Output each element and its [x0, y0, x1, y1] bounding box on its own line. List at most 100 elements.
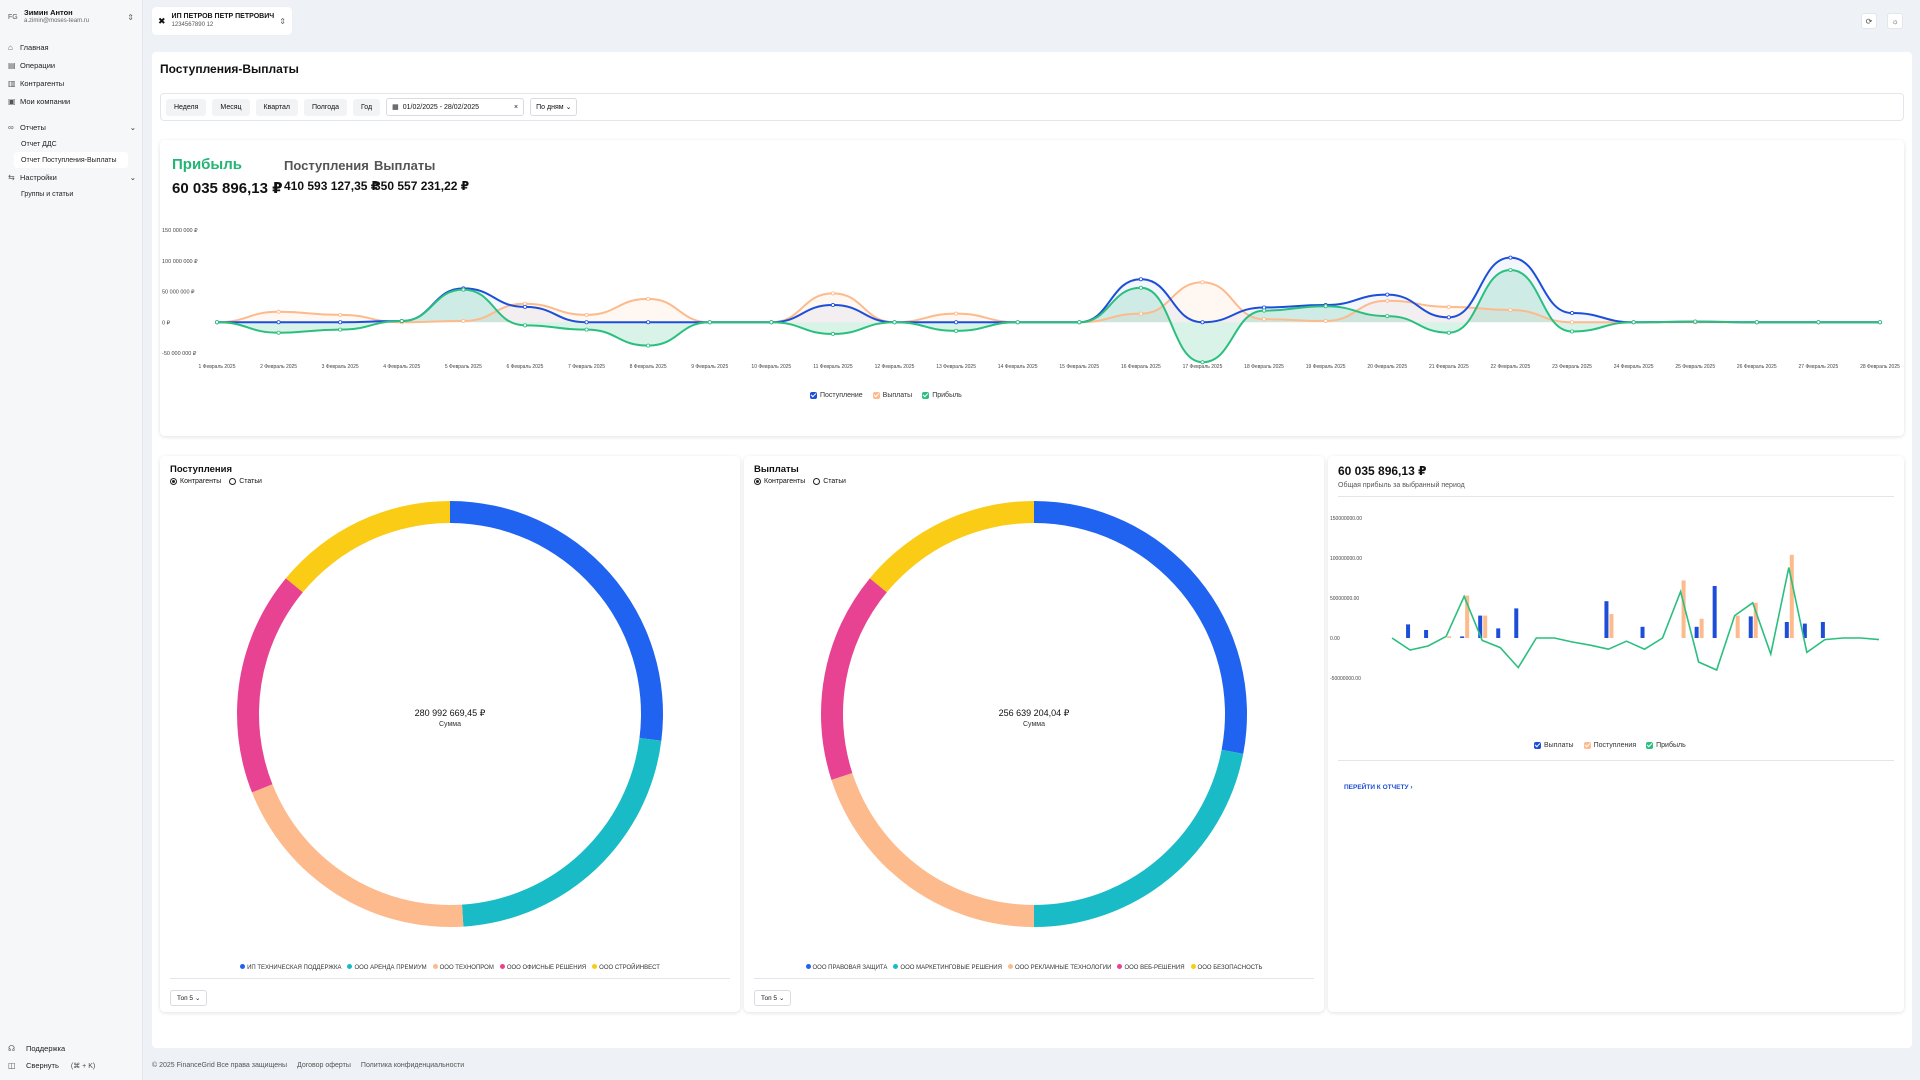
bar[interactable] — [1640, 626, 1645, 638]
donut-slice[interactable] — [1034, 501, 1247, 754]
footer-offer-link[interactable]: Договор оферты — [297, 1062, 351, 1069]
date-range-input[interactable]: ▦ 01/02/2025 - 28/02/2025 × — [386, 98, 525, 116]
data-point[interactable] — [338, 327, 343, 332]
bar[interactable] — [1609, 614, 1614, 638]
donut-slice[interactable] — [237, 578, 303, 793]
period-week-button[interactable]: Неделя — [166, 98, 207, 116]
bar[interactable] — [1478, 615, 1483, 638]
data-point[interactable] — [1446, 304, 1451, 309]
data-point[interactable] — [1878, 320, 1883, 325]
sidebar-subitem-groups[interactable]: Группы и статьи — [21, 190, 74, 198]
donut-slice[interactable] — [461, 737, 662, 927]
legend-item-expense[interactable]: Выплаты — [872, 392, 912, 399]
data-point[interactable] — [1570, 320, 1575, 325]
data-point[interactable] — [830, 291, 835, 296]
bar[interactable] — [1802, 623, 1807, 638]
bar[interactable] — [1712, 586, 1717, 638]
data-point[interactable] — [1754, 320, 1759, 325]
data-point[interactable] — [1508, 267, 1513, 272]
refresh-button[interactable]: ⟳ — [1861, 13, 1877, 29]
pie-legend-item[interactable]: ООО БЕЗОПАСНОСТЬ — [1190, 964, 1262, 971]
bar[interactable] — [1784, 622, 1789, 638]
data-point[interactable] — [276, 330, 281, 335]
data-point[interactable] — [276, 309, 281, 314]
data-point[interactable] — [1138, 285, 1143, 290]
bar[interactable] — [1604, 601, 1609, 638]
data-point[interactable] — [1508, 307, 1513, 312]
data-point[interactable] — [954, 320, 959, 325]
sidebar-item-settings[interactable]: ⇆ Настройки ⌄ — [8, 172, 136, 182]
data-point[interactable] — [707, 320, 712, 325]
data-point[interactable] — [1385, 298, 1390, 303]
data-point[interactable] — [954, 311, 959, 316]
data-point[interactable] — [461, 287, 466, 292]
sidebar-item-home[interactable]: ⌂ Главная — [8, 42, 49, 52]
data-point[interactable] — [584, 327, 589, 332]
data-point[interactable] — [1816, 320, 1821, 325]
data-point[interactable] — [522, 323, 527, 328]
company-switcher[interactable]: ✖ ИП ПЕТРОВ ПЕТР ПЕТРОВИЧ 1234567890 12 … — [152, 7, 292, 35]
sidebar-subitem-dds[interactable]: Отчет ДДС — [21, 140, 57, 148]
data-point[interactable] — [1323, 304, 1328, 309]
line-chart[interactable]: 150 000 000 ₽ 100 000 000 ₽ 50 000 000 ₽ 0 … — [160, 210, 1904, 410]
data-point[interactable] — [1508, 255, 1513, 260]
data-point[interactable] — [522, 304, 527, 309]
bar[interactable] — [1496, 628, 1501, 638]
legend-item-expense[interactable]: Выплаты — [1534, 742, 1574, 749]
data-point[interactable] — [1138, 277, 1143, 282]
data-point[interactable] — [769, 320, 774, 325]
donut-slice[interactable] — [251, 784, 464, 927]
pie-legend-item[interactable]: ООО АРЕНДА ПРЕМИУМ — [347, 964, 427, 971]
bar[interactable] — [1694, 626, 1699, 638]
sidebar-subitem-income-expense[interactable]: Отчет Поступления-Выплаты — [14, 152, 128, 168]
theme-button[interactable]: ☼ — [1887, 13, 1903, 29]
clear-icon[interactable]: × — [514, 103, 519, 111]
data-point[interactable] — [1262, 308, 1267, 313]
expense-donut-chart[interactable] — [744, 456, 1324, 956]
bar[interactable] — [1753, 602, 1758, 638]
donut-slice[interactable] — [450, 501, 663, 741]
data-point[interactable] — [461, 319, 466, 324]
data-point[interactable] — [1570, 329, 1575, 334]
pie-legend-item[interactable]: ООО ТЕХНОПРОМ — [432, 964, 494, 971]
pie-legend-item[interactable]: ООО РЕКЛАМНЫЕ ТЕХНОЛОГИИ — [1007, 964, 1111, 971]
bar[interactable] — [1735, 615, 1740, 638]
data-point[interactable] — [338, 312, 343, 317]
legend-item-profit[interactable]: Прибыль — [1646, 742, 1686, 749]
bar[interactable] — [1681, 580, 1686, 638]
pie-legend-item[interactable]: ООО ВЕБ-РЕШЕНИЯ — [1117, 964, 1185, 971]
legend-item-income[interactable]: Поступления — [1583, 742, 1636, 749]
bar[interactable] — [1514, 608, 1519, 638]
data-point[interactable] — [276, 320, 281, 325]
pie-legend-item[interactable]: ООО ОФИСНЫЕ РЕШЕНИЯ — [499, 964, 586, 971]
bar[interactable] — [1424, 630, 1429, 638]
bar[interactable] — [1447, 636, 1452, 638]
profit-line[interactable] — [1391, 567, 1880, 672]
data-point[interactable] — [830, 303, 835, 308]
data-point[interactable] — [1385, 314, 1390, 319]
donut-slice[interactable] — [1034, 749, 1244, 927]
support-button[interactable]: ☊ Поддержка — [8, 1044, 66, 1053]
data-point[interactable] — [1200, 320, 1205, 325]
grouping-select[interactable]: По дням ⌄ — [530, 98, 578, 116]
donut-slice[interactable] — [285, 501, 450, 593]
donut-slice[interactable] — [869, 501, 1034, 593]
data-point[interactable] — [892, 320, 897, 325]
data-point[interactable] — [1323, 319, 1328, 324]
data-point[interactable] — [646, 296, 651, 301]
data-point[interactable] — [399, 319, 404, 324]
data-point[interactable] — [1077, 320, 1082, 325]
data-point[interactable] — [1200, 360, 1205, 365]
sidebar-item-reports[interactable]: ∞ Отчеты ⌄ — [8, 122, 136, 132]
donut-slice[interactable] — [821, 578, 887, 780]
period-month-button[interactable]: Месяц — [212, 98, 250, 116]
bar[interactable] — [1699, 618, 1704, 638]
bar[interactable] — [1406, 624, 1411, 638]
data-point[interactable] — [830, 331, 835, 336]
data-point[interactable] — [1570, 311, 1575, 316]
data-point[interactable] — [215, 320, 220, 325]
data-point[interactable] — [1200, 280, 1205, 285]
data-point[interactable] — [1446, 315, 1451, 320]
radio-articles[interactable]: Статьи — [813, 478, 846, 485]
data-point[interactable] — [584, 312, 589, 317]
